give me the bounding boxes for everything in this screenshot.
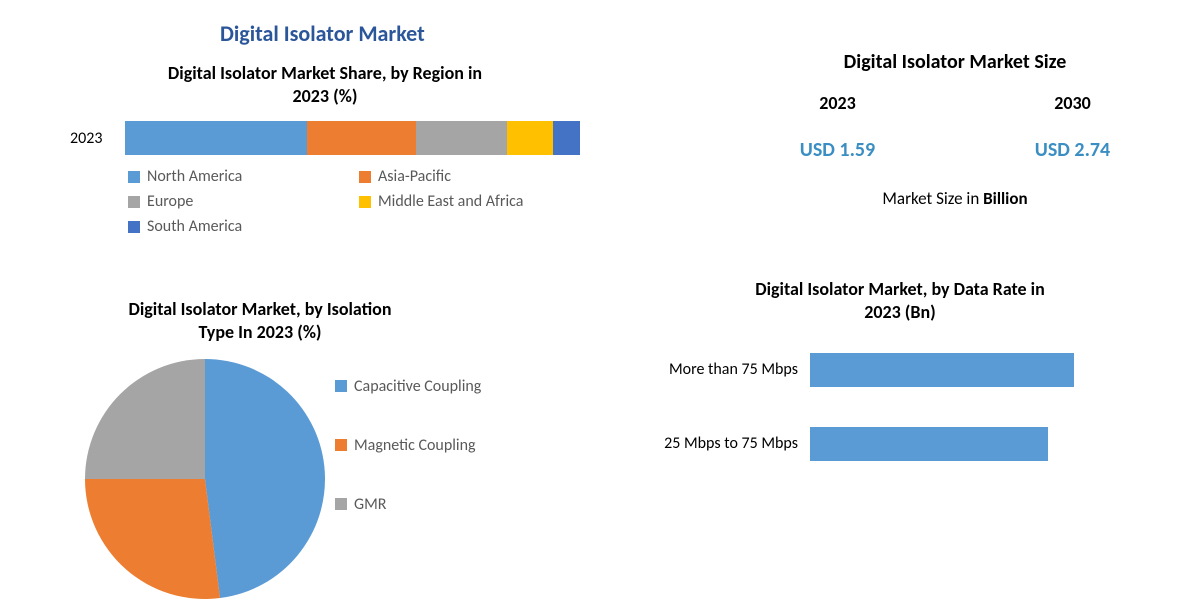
datarate-chart-title: Digital Isolator Market, by Data Rate in… bbox=[620, 278, 1180, 325]
legend-swatch bbox=[128, 221, 140, 233]
region-segment bbox=[125, 121, 307, 155]
legend-swatch bbox=[128, 171, 140, 183]
datarate-label: 25 Mbps to 75 Mbps bbox=[620, 434, 810, 453]
region-share-chart: Digital Isolator Market Share, by Region… bbox=[70, 62, 580, 236]
rate-title-l2: 2023 (Bn) bbox=[864, 301, 936, 323]
legend-swatch bbox=[359, 196, 371, 208]
pie-slice bbox=[85, 479, 220, 599]
region-segment bbox=[416, 121, 507, 155]
legend-item: South America bbox=[128, 217, 349, 236]
legend-label: Europe bbox=[147, 192, 193, 211]
legend-swatch bbox=[335, 439, 347, 451]
legend-swatch bbox=[128, 196, 140, 208]
legend-item: Magnetic Coupling bbox=[335, 436, 481, 455]
pie-slice bbox=[85, 359, 205, 479]
legend-item: GMR bbox=[335, 495, 481, 514]
market-size-panel: Digital Isolator Market Size 2023 USD 1.5… bbox=[720, 50, 1190, 209]
datarate-chart: Digital Isolator Market, by Data Rate in… bbox=[620, 278, 1200, 501]
region-stacked-bar: 2023 bbox=[70, 121, 580, 155]
legend-label: North America bbox=[147, 167, 242, 186]
region-segment bbox=[307, 121, 416, 155]
region-chart-title-l1: Digital Isolator Market Share, by Region… bbox=[70, 62, 580, 85]
market-size-value: USD 1.59 bbox=[800, 138, 875, 162]
legend-label: GMR bbox=[354, 495, 386, 514]
legend-label: Magnetic Coupling bbox=[354, 436, 476, 455]
isolation-legend: Capacitive Coupling Magnetic Coupling GMR bbox=[335, 377, 481, 554]
legend-item: Europe bbox=[128, 192, 349, 211]
legend-item: Asia-Pacific bbox=[359, 167, 580, 186]
market-size-year: 2023 bbox=[800, 92, 875, 114]
pie-slice bbox=[205, 359, 325, 598]
legend-swatch bbox=[335, 380, 347, 392]
region-segment bbox=[553, 121, 580, 155]
region-segment bbox=[507, 121, 553, 155]
unit-bold: Billion bbox=[983, 188, 1028, 209]
page-title: Digital Isolator Market bbox=[220, 20, 425, 47]
legend-swatch bbox=[359, 171, 371, 183]
unit-prefix: Market Size in bbox=[882, 188, 983, 209]
region-row-label: 2023 bbox=[70, 129, 125, 148]
iso-title-l2: Type In 2023 (%) bbox=[198, 321, 321, 343]
rate-title-l1: Digital Isolator Market, by Data Rate in bbox=[755, 278, 1045, 300]
datarate-label: More than 75 Mbps bbox=[620, 360, 810, 379]
market-size-unit: Market Size in Billion bbox=[720, 188, 1190, 209]
market-size-value: USD 2.74 bbox=[1035, 138, 1110, 162]
legend-label: South America bbox=[147, 217, 242, 236]
market-size-title: Digital Isolator Market Size bbox=[720, 50, 1190, 74]
legend-item: Middle East and Africa bbox=[359, 192, 580, 211]
datarate-row: More than 75 Mbps bbox=[620, 353, 1200, 387]
iso-title-l1: Digital Isolator Market, by Isolation bbox=[128, 298, 391, 320]
datarate-row: 25 Mbps to 75 Mbps bbox=[620, 427, 1200, 461]
market-size-column: 2023 USD 1.59 bbox=[800, 92, 875, 162]
region-chart-title-l2: 2023 (%) bbox=[70, 85, 580, 107]
legend-item: North America bbox=[128, 167, 349, 186]
market-size-column: 2030 USD 2.74 bbox=[1035, 92, 1110, 162]
market-size-year: 2030 bbox=[1035, 92, 1110, 114]
datarate-bar bbox=[810, 427, 1048, 461]
legend-swatch bbox=[335, 498, 347, 510]
isolation-pie bbox=[85, 359, 325, 599]
legend-label: Capacitive Coupling bbox=[354, 377, 481, 396]
isolation-chart-title: Digital Isolator Market, by Isolation Ty… bbox=[70, 298, 450, 345]
legend-label: Asia-Pacific bbox=[378, 167, 451, 186]
isolation-type-chart: Digital Isolator Market, by Isolation Ty… bbox=[70, 298, 590, 579]
region-legend: North America Asia-Pacific Europe Middle Ea… bbox=[128, 167, 580, 236]
datarate-bar bbox=[810, 353, 1074, 387]
legend-label: Middle East and Africa bbox=[378, 192, 523, 211]
legend-item: Capacitive Coupling bbox=[335, 377, 481, 396]
